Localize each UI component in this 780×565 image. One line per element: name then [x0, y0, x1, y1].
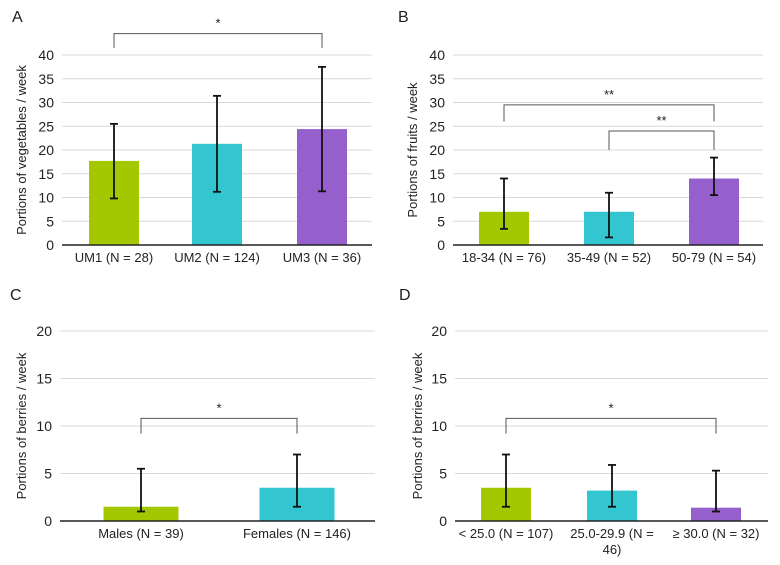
- y-tick-label: 15: [429, 166, 445, 182]
- y-tick-label: 40: [429, 47, 445, 63]
- x-tick-label: 35-49 (N = 52): [567, 250, 651, 265]
- y-tick-label: 5: [46, 213, 54, 229]
- x-tick-label: UM3 (N = 36): [283, 250, 361, 265]
- y-tick-label: 5: [44, 466, 52, 482]
- y-tick-label: 15: [38, 166, 54, 182]
- panel-label: B: [398, 9, 409, 26]
- significance-marker: **: [604, 87, 614, 102]
- x-tick-label: Males (N = 39): [98, 526, 184, 541]
- y-tick-label: 5: [437, 213, 445, 229]
- significance-marker: *: [608, 400, 613, 415]
- panel-label: C: [10, 287, 22, 304]
- y-tick-label: 10: [36, 418, 52, 434]
- y-tick-label: 0: [437, 237, 445, 253]
- y-tick-label: 15: [36, 371, 52, 387]
- bar: [103, 506, 179, 521]
- significance-marker: **: [656, 113, 666, 128]
- y-tick-label: 15: [431, 371, 447, 387]
- y-tick-label: 0: [44, 513, 52, 529]
- panel-label: D: [399, 287, 411, 304]
- y-tick-label: 40: [38, 47, 54, 63]
- y-axis-label: Portions of berries / week: [14, 352, 29, 499]
- significance-bracket: [503, 104, 715, 122]
- x-tick-label: 46): [603, 542, 622, 557]
- y-tick-label: 25: [38, 118, 54, 134]
- x-tick-label: UM2 (N = 124): [174, 250, 260, 265]
- y-tick-label: 0: [46, 237, 54, 253]
- x-tick-label: < 25.0 (N = 107): [459, 526, 554, 541]
- significance-bracket: [608, 130, 715, 150]
- y-axis-label: Portions of fruits / week: [405, 82, 420, 218]
- y-tick-label: 20: [38, 142, 54, 158]
- x-tick-label: ≥ 30.0 (N = 32): [673, 526, 760, 541]
- y-tick-label: 20: [431, 323, 447, 339]
- significance-bracket: [113, 33, 323, 48]
- panel-label: A: [12, 9, 23, 26]
- y-tick-label: 20: [36, 323, 52, 339]
- x-tick-label: 25.0-29.9 (N =: [570, 526, 653, 541]
- x-tick-label: 50-79 (N = 54): [672, 250, 756, 265]
- significance-marker: *: [215, 16, 220, 31]
- y-axis-label: Portions of vegetables / week: [14, 65, 29, 235]
- x-tick-label: Females (N = 146): [243, 526, 351, 541]
- y-tick-label: 30: [429, 95, 445, 111]
- y-tick-label: 25: [429, 118, 445, 134]
- y-tick-label: 20: [429, 142, 445, 158]
- y-tick-label: 5: [439, 466, 447, 482]
- y-tick-label: 10: [38, 190, 54, 206]
- y-tick-label: 35: [429, 71, 445, 87]
- y-tick-label: 10: [431, 418, 447, 434]
- bar: [691, 507, 741, 521]
- y-tick-label: 30: [38, 95, 54, 111]
- significance-marker: *: [216, 400, 221, 415]
- significance-bracket: [505, 417, 717, 434]
- y-tick-label: 0: [439, 513, 447, 529]
- y-tick-label: 35: [38, 71, 54, 87]
- y-tick-label: 10: [429, 190, 445, 206]
- x-tick-label: UM1 (N = 28): [75, 250, 153, 265]
- x-tick-label: 18-34 (N = 76): [462, 250, 546, 265]
- significance-bracket: [140, 417, 298, 434]
- y-axis-label: Portions of berries / week: [410, 352, 425, 499]
